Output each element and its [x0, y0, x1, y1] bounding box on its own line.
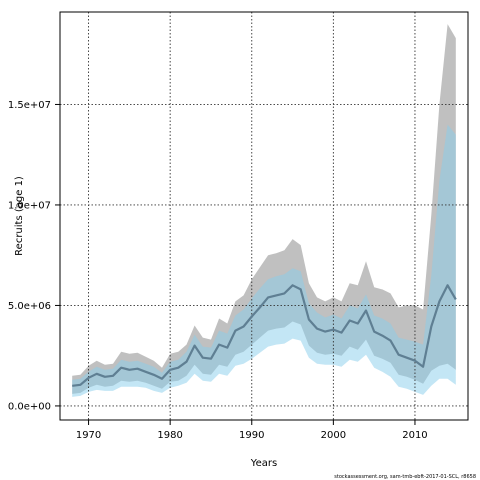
axes: 1970 1980 1990 2000 2010 0.0e+00 5.0e+06 1.0e+0…	[8, 100, 428, 441]
x-tick-label: 1970	[76, 430, 101, 441]
y-tick-label: 0.0e+00	[8, 401, 51, 412]
x-tick-label: 1990	[239, 430, 264, 441]
x-axis-title: Years	[250, 458, 277, 469]
grid-lines	[60, 12, 468, 420]
x-tick-label: 2000	[321, 430, 346, 441]
series-lines	[72, 284, 457, 387]
y-tick-label: 5.0e+06	[8, 301, 51, 312]
x-tick-label: 1980	[157, 430, 182, 441]
series-line-estimate	[72, 284, 457, 387]
y-axis-title: Recruits (age 1)	[14, 176, 25, 256]
y-tick-label: 1.0e+07	[8, 200, 51, 211]
band-ci-estimate	[72, 24, 456, 394]
band-ci-other	[72, 124, 456, 397]
plot-frame	[59, 11, 469, 421]
y-tick-label: 1.5e+07	[8, 100, 51, 111]
confidence-bands	[72, 24, 456, 397]
source-footnote: stockassessment.org, sam-tmb-ebft-2017-0…	[334, 474, 476, 480]
x-tick-label: 2010	[402, 430, 427, 441]
